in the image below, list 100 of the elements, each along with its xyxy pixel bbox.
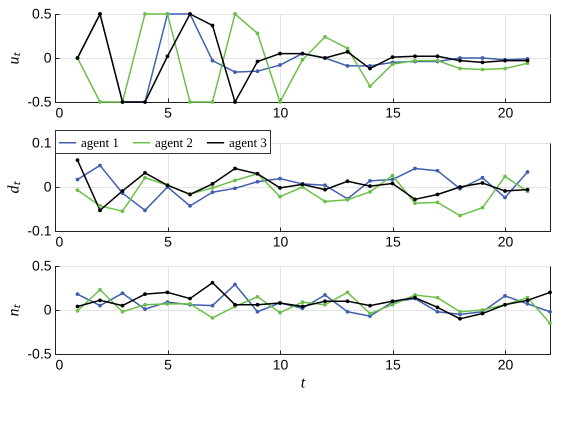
point <box>458 58 462 63</box>
point <box>436 54 440 58</box>
point <box>210 280 214 285</box>
point <box>143 208 147 212</box>
x-tick-label: 10 <box>272 104 288 120</box>
point <box>166 54 170 58</box>
point <box>210 186 214 190</box>
x-tick-label: 20 <box>498 104 514 120</box>
point <box>480 181 484 185</box>
point <box>256 60 260 64</box>
point <box>526 170 530 174</box>
point <box>76 178 80 182</box>
point <box>503 174 507 178</box>
y-tick-label: 0 <box>44 178 52 194</box>
x-axis-title: t <box>300 374 306 392</box>
x-tick-label: 0 <box>56 234 64 250</box>
point <box>233 282 237 286</box>
point <box>256 31 260 36</box>
point <box>188 296 192 300</box>
point <box>233 100 237 104</box>
point <box>210 24 214 28</box>
point <box>120 189 124 193</box>
point <box>548 310 552 314</box>
point <box>458 316 462 321</box>
point <box>323 200 327 204</box>
point <box>368 304 372 308</box>
point <box>390 174 394 178</box>
point <box>143 307 147 311</box>
point <box>256 180 260 184</box>
point <box>278 194 282 199</box>
legend-label: agent 3 <box>229 134 267 150</box>
point <box>323 299 327 304</box>
x-tick-label: 15 <box>385 234 401 250</box>
point <box>76 158 80 162</box>
point <box>480 176 484 180</box>
point <box>278 52 282 56</box>
y-tick-label: -0.1 <box>27 222 52 238</box>
point <box>480 68 484 72</box>
point <box>278 176 282 181</box>
point <box>120 310 124 314</box>
point <box>188 100 192 104</box>
point <box>548 321 552 326</box>
y-tick-label: -0.5 <box>27 346 52 362</box>
point <box>526 298 530 302</box>
y-tick-label: 0.5 <box>32 258 52 274</box>
point <box>480 56 484 60</box>
x-tick-label: 10 <box>272 234 288 250</box>
point <box>323 302 327 307</box>
point <box>143 12 147 16</box>
x-tick-label: 10 <box>272 356 288 372</box>
point <box>233 166 237 170</box>
point <box>278 310 282 315</box>
x-tick-label: 20 <box>498 234 514 250</box>
point <box>503 66 507 70</box>
y-tick-label: -0.5 <box>27 94 52 110</box>
point <box>76 188 80 192</box>
point <box>458 310 462 314</box>
x-tick-label: 15 <box>385 104 401 120</box>
point <box>548 290 552 294</box>
point <box>98 164 102 168</box>
point <box>210 316 214 320</box>
point <box>143 171 147 175</box>
point <box>368 184 372 188</box>
point <box>98 204 102 208</box>
point <box>346 299 350 304</box>
point <box>120 304 124 308</box>
point <box>458 66 462 70</box>
point <box>210 58 214 63</box>
x-tick-label: 0 <box>56 104 64 120</box>
point <box>346 46 350 50</box>
point <box>210 182 214 186</box>
point <box>278 63 282 67</box>
point <box>368 66 372 70</box>
point <box>390 302 394 307</box>
point <box>98 288 102 292</box>
y-axis-title: uₜ <box>5 52 22 64</box>
x-tick-label: 5 <box>164 356 172 372</box>
point <box>436 305 440 310</box>
point <box>233 186 237 190</box>
point <box>323 188 327 192</box>
x-tick-label: 0 <box>56 356 64 372</box>
x-tick-label: 15 <box>385 356 401 372</box>
point <box>346 290 350 294</box>
point <box>413 166 417 170</box>
point <box>300 300 304 304</box>
point <box>98 298 102 302</box>
point <box>98 208 102 212</box>
point <box>413 54 417 58</box>
y-tick-label: 0 <box>44 302 52 318</box>
x-tick-label: 5 <box>164 234 172 250</box>
point <box>413 197 417 202</box>
point <box>143 292 147 296</box>
point <box>390 55 394 59</box>
point <box>458 214 462 218</box>
point <box>233 70 237 74</box>
point <box>188 204 192 208</box>
y-axis-title: nₜ <box>5 304 22 316</box>
point <box>390 178 394 182</box>
point <box>210 190 214 194</box>
point <box>436 192 440 196</box>
